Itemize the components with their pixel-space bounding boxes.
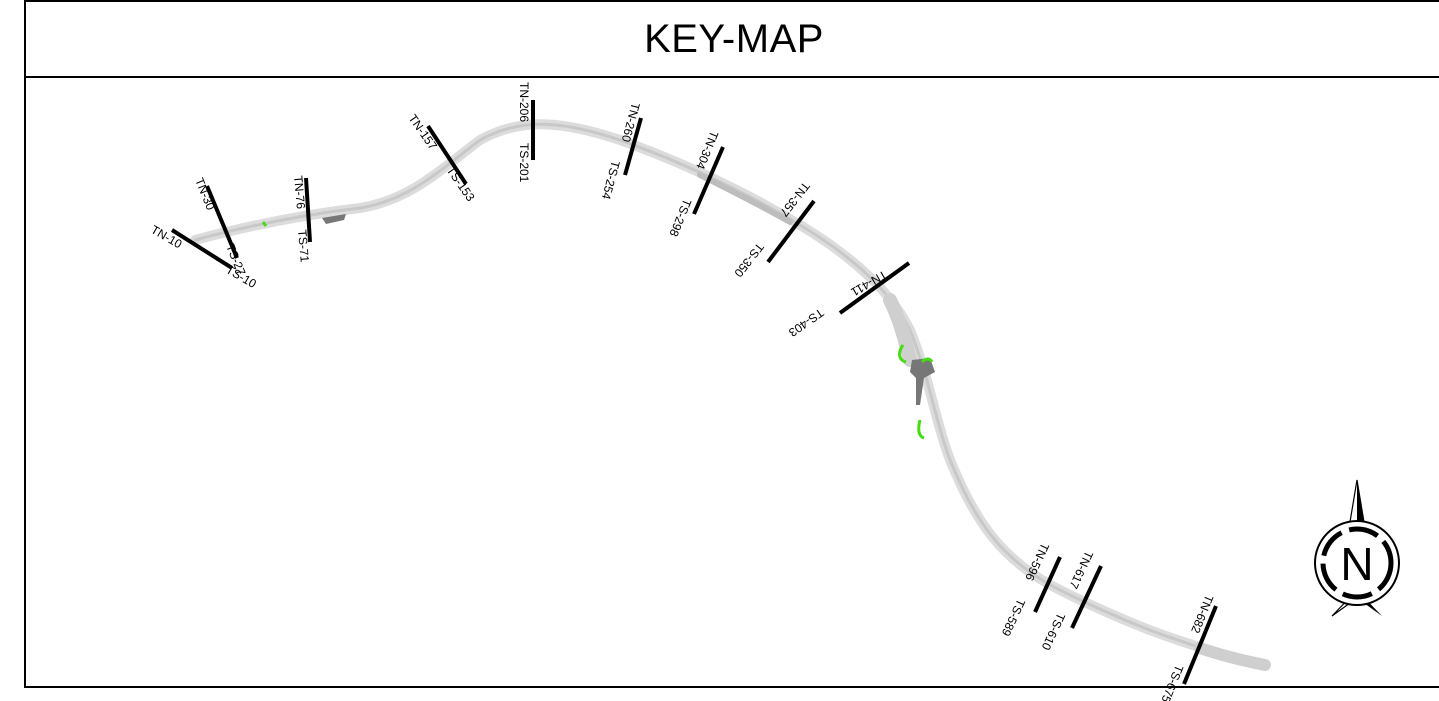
section-line: [1070, 565, 1103, 629]
section-end-label: TS-350: [731, 240, 766, 280]
section-start-label: TN-76: [291, 175, 308, 210]
section-line: [838, 261, 911, 315]
dark-feature-1: [322, 214, 346, 224]
section-end-label: TS-610: [1039, 611, 1068, 653]
dark-feature-2: [910, 358, 935, 405]
section-line: [766, 199, 816, 264]
title-bar: KEY-MAP: [26, 2, 1439, 78]
section-end-label: TS-153: [444, 164, 478, 205]
section-start-label: TN-596: [1022, 541, 1052, 583]
key-map-frame: KEY-MAP: [24, 0, 1439, 688]
section-end-label: TS-403: [786, 306, 827, 340]
route-corridor: [190, 119, 1271, 671]
section-end-label: TS-298: [666, 197, 694, 239]
section-line: [304, 177, 312, 243]
section-start-label: TN-357: [777, 179, 813, 219]
section-line: [170, 228, 234, 270]
section-start-label: TN-157: [406, 112, 441, 153]
north-arrow-icon: N: [1314, 479, 1400, 617]
section-end-label: TS-254: [599, 159, 623, 201]
section-line: [623, 117, 643, 176]
section-start-label: TN-30: [192, 176, 218, 212]
section-end-label: TS-71: [295, 229, 312, 263]
section-line: [205, 185, 239, 259]
section-end-label: TS-589: [999, 597, 1028, 639]
section-end-label: TS-201: [517, 143, 531, 183]
section-marker[interactable]: TN-76 TS-71: [291, 175, 312, 263]
map-title: KEY-MAP: [644, 16, 824, 61]
section-line: [426, 124, 468, 186]
section-start-label: TN-206: [517, 82, 531, 122]
section-line: [692, 146, 725, 215]
section-start-label: TN-10: [149, 222, 185, 251]
north-label: N: [1340, 538, 1373, 590]
section-line: [1182, 605, 1218, 685]
green-feature: [261, 221, 934, 440]
section-marker[interactable]: TN-206 TS-201: [517, 82, 535, 183]
section-end-label: TS-675: [1158, 663, 1186, 701]
section-lines: TN-10TS-10TN-30TS-27TN-76TS-71TN-157TS-1…: [149, 82, 1218, 701]
section-line: [1033, 556, 1062, 613]
